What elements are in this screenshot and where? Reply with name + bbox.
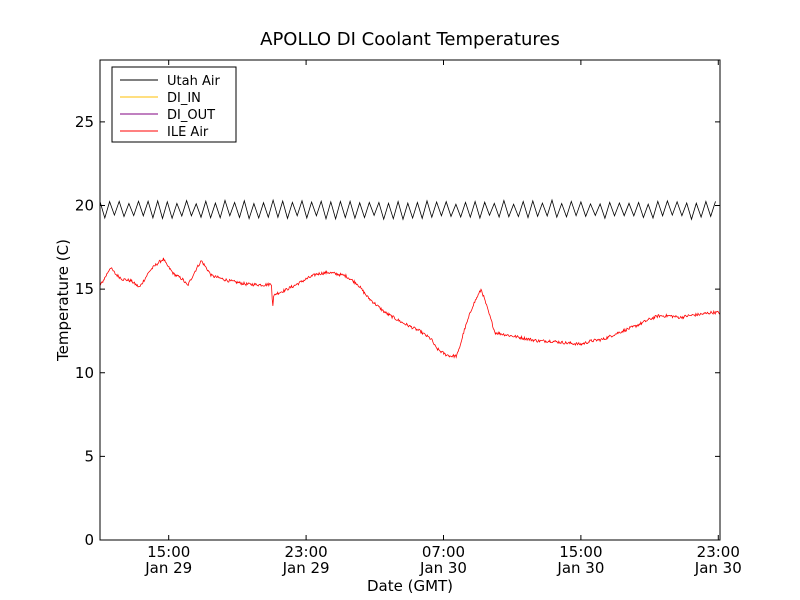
y-axis-label: Temperature (C) [54, 239, 72, 362]
x-tick-label-time: 15:00 [147, 543, 190, 561]
legend-label-utah-air: Utah Air [167, 74, 220, 89]
series-line-ile-air [100, 257, 720, 359]
x-axis-label: Date (GMT) [367, 577, 453, 595]
x-tick-label-date: Jan 30 [694, 559, 742, 577]
y-tick-label: 10 [75, 364, 94, 382]
x-tick-label-time: 23:00 [697, 543, 740, 561]
x-tick-label-time: 23:00 [284, 543, 327, 561]
x-tick-label-date: Jan 29 [144, 559, 192, 577]
x-tick-label-time: 07:00 [422, 543, 465, 561]
chart-title: APOLLO DI Coolant Temperatures [260, 29, 560, 50]
series-line-utah-air [100, 198, 716, 221]
y-tick-label: 0 [84, 531, 94, 549]
y-tick-label: 20 [75, 197, 94, 215]
x-tick-label-date: Jan 29 [282, 559, 330, 577]
x-tick-label-time: 15:00 [559, 543, 602, 561]
x-tick-label-date: Jan 30 [556, 559, 604, 577]
legend-label-di-in: DI_IN [167, 91, 201, 106]
y-tick-label: 25 [75, 113, 94, 131]
plot-frame [99, 59, 721, 541]
x-tick-label-date: Jan 30 [419, 559, 467, 577]
legend-label-di-out: DI_OUT [167, 108, 215, 123]
y-tick-label: 5 [84, 447, 94, 465]
legend-label-ile-air: ILE Air [167, 125, 209, 140]
legend: Utah Air DI_IN DI_OUT ILE Air [111, 66, 237, 143]
y-tick-label: 15 [75, 280, 94, 298]
plot-series-group [100, 198, 720, 359]
